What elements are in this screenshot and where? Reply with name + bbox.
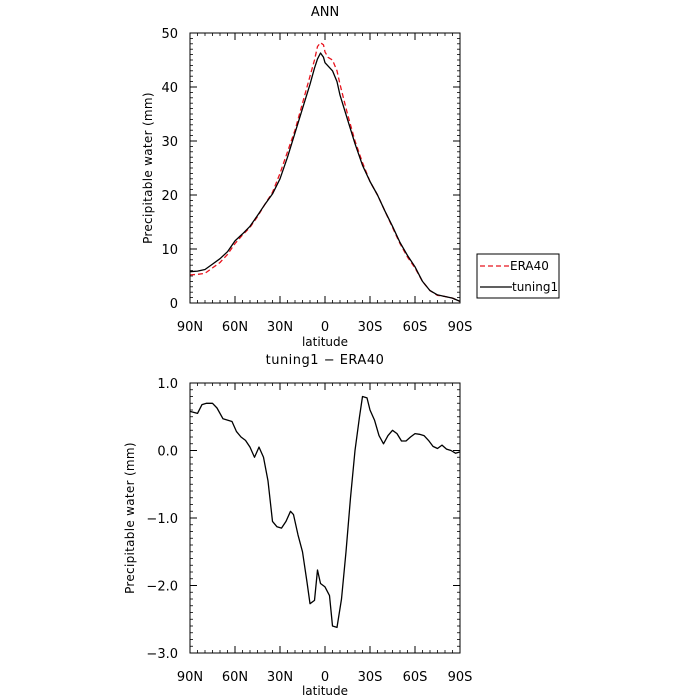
x-axis-label: latitude — [302, 335, 348, 349]
x-tick-label: 30N — [267, 320, 293, 335]
y-tick-label: 0 — [170, 297, 178, 312]
panel-title: ANN — [311, 5, 339, 20]
y-tick-label: 10 — [161, 243, 178, 258]
x-tick-label: 30N — [267, 670, 293, 685]
legend-box — [476, 253, 560, 299]
series-line-tuning1 — [189, 52, 461, 302]
x-tick-label: 90N — [177, 670, 203, 685]
series-line-era40 — [189, 42, 461, 302]
x-axis-label: latitude — [302, 684, 348, 698]
legend: ERA40 tuning1 — [476, 253, 560, 299]
y-tick-label: −3.0 — [146, 647, 178, 662]
x-tick-label: 0 — [321, 320, 329, 335]
y-tick-label: 20 — [161, 189, 178, 204]
panel-mean-precipitable-water: ANN 90N 60N 30N 0 30S 60S 90S 0 10 20 30 40 50 Preci… — [141, 5, 560, 349]
y-axis-label: Precipitable water (mm) — [141, 92, 155, 244]
y-axis-label: Precipitable water (mm) — [123, 442, 137, 594]
x-tick-label: 60N — [222, 320, 248, 335]
y-tick-label: −2.0 — [146, 580, 178, 595]
y-tick-label: 1.0 — [157, 377, 178, 392]
x-tick-label: 90S — [448, 670, 473, 685]
legend-label-tuning1: tuning1 — [512, 280, 558, 294]
plot-frame — [189, 382, 461, 654]
series-line-tuning1-era40 — [189, 395, 461, 629]
x-tick-label: 60S — [403, 670, 428, 685]
legend-label-era40: ERA40 — [510, 259, 549, 273]
y-tick-label: 50 — [161, 27, 178, 42]
x-tick-label: 90S — [448, 320, 473, 335]
x-tick-label: 0 — [321, 670, 329, 685]
x-tick-label: 60S — [403, 320, 428, 335]
y-tick-label: −1.0 — [146, 512, 178, 527]
panel-difference: tuning1 − ERA40 90N 60N 30N 0 30S 60S 90S 1.0 0.… — [123, 353, 472, 698]
x-tick-label: 30S — [358, 670, 383, 685]
y-tick-label: 40 — [161, 81, 178, 96]
x-tick-label: 60N — [222, 670, 248, 685]
panel-title: tuning1 − ERA40 — [266, 353, 385, 368]
y-tick-label: 0.0 — [157, 445, 178, 460]
x-tick-label: 30S — [358, 320, 383, 335]
y-tick-label: 30 — [161, 135, 178, 150]
plot-frame — [189, 32, 461, 304]
x-tick-label: 90N — [177, 320, 203, 335]
